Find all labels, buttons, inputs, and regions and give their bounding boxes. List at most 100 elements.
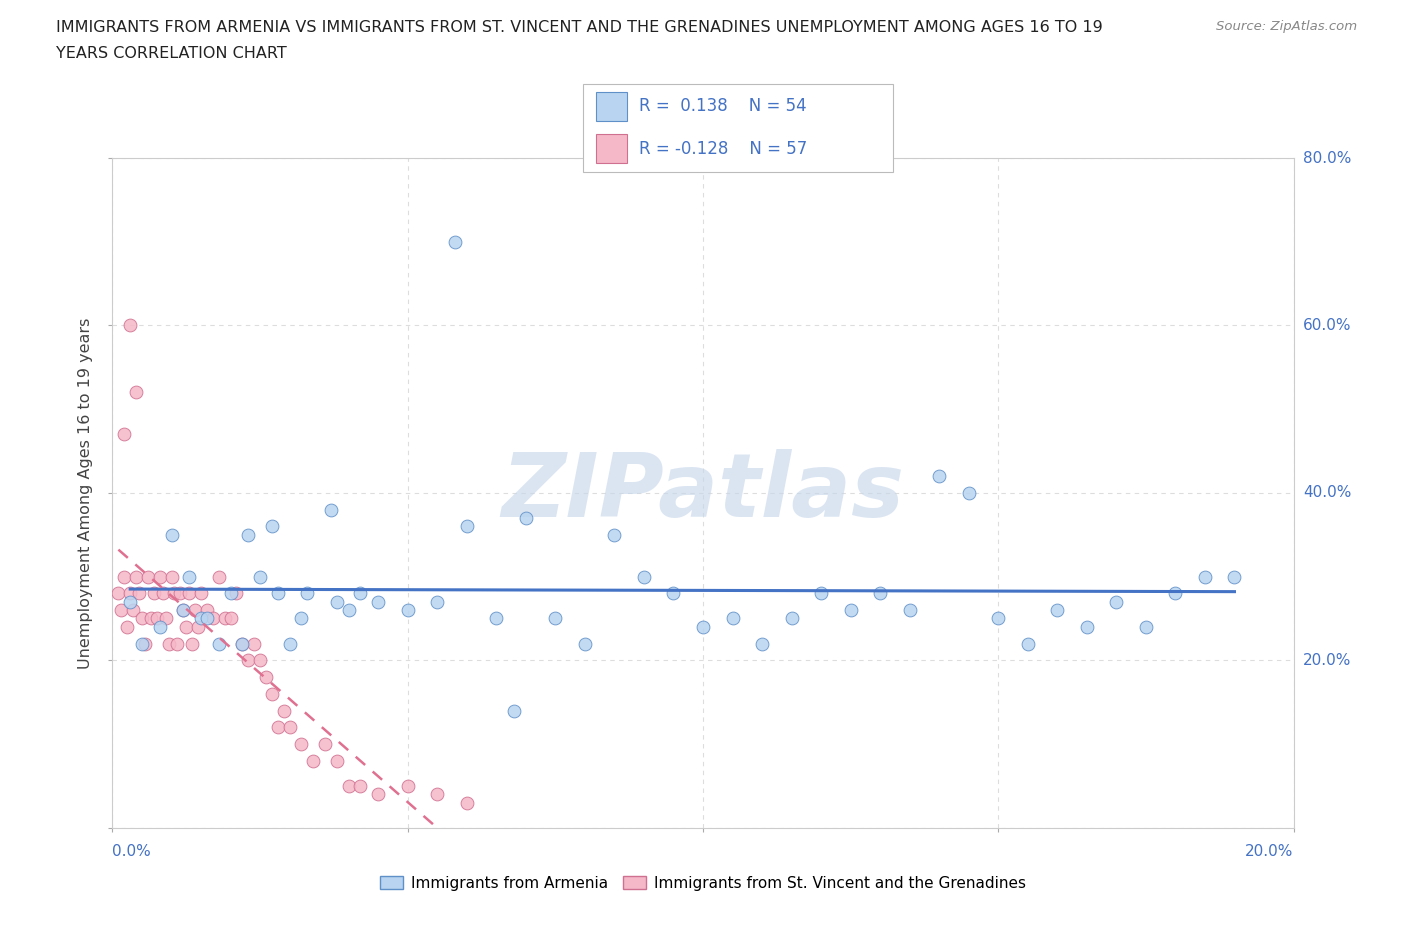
Point [444, 234, 467, 249]
Point [1194, 569, 1216, 584]
Text: Source: ZipAtlas.com: Source: ZipAtlas.com [1216, 20, 1357, 33]
Point [603, 527, 626, 542]
Point [396, 778, 419, 793]
Point [125, 385, 148, 400]
Point [692, 619, 714, 634]
Point [869, 586, 891, 601]
Point [367, 594, 389, 609]
Point [485, 611, 508, 626]
Point [139, 611, 162, 626]
Point [426, 787, 449, 802]
Point [319, 502, 342, 517]
Point [219, 611, 242, 626]
Point [238, 527, 260, 542]
Point [928, 469, 950, 484]
Point [181, 636, 204, 651]
Point [1164, 586, 1187, 601]
Point [201, 611, 224, 626]
Point [184, 603, 207, 618]
Point [337, 603, 360, 618]
Bar [596, 92, 627, 121]
Y-axis label: Unemployment Among Ages 16 to 19 years: Unemployment Among Ages 16 to 19 years [79, 317, 93, 669]
Point [131, 611, 153, 626]
Point [195, 611, 218, 626]
Point [633, 569, 655, 584]
Point [169, 586, 191, 601]
Point [149, 619, 172, 634]
Text: IMMIGRANTS FROM ARMENIA VS IMMIGRANTS FROM ST. VINCENT AND THE GRENADINES UNEMPL: IMMIGRANTS FROM ARMENIA VS IMMIGRANTS FR… [56, 20, 1102, 35]
Text: ZIPatlas: ZIPatlas [502, 449, 904, 537]
Point [187, 619, 209, 634]
Point [122, 603, 145, 618]
Point [174, 619, 197, 634]
Point [179, 586, 201, 601]
Point [163, 586, 186, 601]
Point [120, 594, 142, 609]
Text: 20.0%: 20.0% [1303, 653, 1351, 668]
Point [149, 569, 172, 584]
Point [1076, 619, 1098, 634]
Point [195, 603, 218, 618]
Point [112, 427, 135, 442]
Text: 0.0%: 0.0% [112, 844, 152, 859]
Point [125, 569, 148, 584]
Point [131, 636, 153, 651]
Point [238, 653, 260, 668]
Point [515, 511, 537, 525]
Point [267, 586, 290, 601]
Point [249, 569, 271, 584]
Point [957, 485, 980, 500]
FancyBboxPatch shape [583, 84, 893, 172]
Point [142, 586, 165, 601]
Point [112, 569, 135, 584]
Point [574, 636, 596, 651]
Point [117, 619, 138, 634]
Point [396, 603, 419, 618]
Point [278, 720, 301, 735]
Point [839, 603, 862, 618]
Point [110, 603, 132, 618]
Point [152, 586, 174, 601]
Point [249, 653, 271, 668]
Text: 40.0%: 40.0% [1303, 485, 1351, 500]
Point [278, 636, 301, 651]
Point [326, 753, 349, 768]
Point [349, 586, 371, 601]
Point [231, 636, 253, 651]
Text: R =  0.138    N = 54: R = 0.138 N = 54 [640, 98, 807, 115]
Point [254, 670, 277, 684]
Point [290, 737, 312, 751]
Point [297, 586, 319, 601]
Point [208, 636, 231, 651]
Point [260, 686, 283, 701]
Point [157, 636, 180, 651]
Point [1223, 569, 1246, 584]
Point [810, 586, 832, 601]
Text: 80.0%: 80.0% [1303, 151, 1351, 166]
Point [128, 586, 150, 601]
Point [219, 586, 242, 601]
Point [290, 611, 312, 626]
Point [160, 569, 183, 584]
Point [302, 753, 325, 768]
Point [898, 603, 921, 618]
Point [134, 636, 156, 651]
Text: 60.0%: 60.0% [1303, 318, 1351, 333]
Point [160, 527, 183, 542]
Point [751, 636, 773, 651]
Point [721, 611, 744, 626]
Point [456, 519, 478, 534]
Point [260, 519, 283, 534]
Point [662, 586, 685, 601]
Point [120, 586, 142, 601]
Point [1135, 619, 1157, 634]
Point [503, 703, 526, 718]
Point [1105, 594, 1128, 609]
Point [456, 795, 478, 810]
Point [214, 611, 236, 626]
Point [337, 778, 360, 793]
Point [780, 611, 803, 626]
Point [987, 611, 1010, 626]
Point [120, 318, 142, 333]
Point [225, 586, 247, 601]
